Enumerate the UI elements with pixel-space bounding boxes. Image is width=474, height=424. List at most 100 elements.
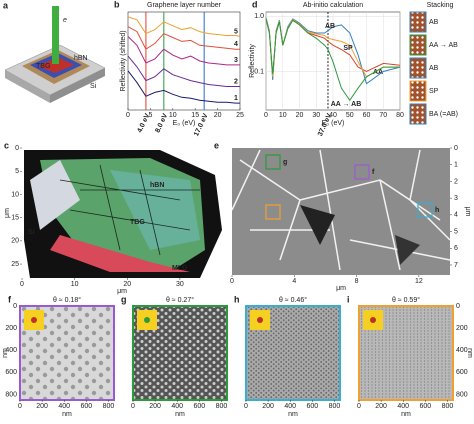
series-label: 1 xyxy=(234,95,238,102)
x-tick-label: 30 xyxy=(312,112,320,119)
y-tick-label: 5 xyxy=(454,228,458,235)
plot-frame xyxy=(127,11,241,111)
panel-letter: c xyxy=(4,140,9,150)
x-tick-label: 600 xyxy=(307,403,319,410)
y-tick-label: 7 xyxy=(454,262,458,269)
stacking-tile xyxy=(409,103,427,125)
panel-title: θ ≈ 0.18° xyxy=(53,296,81,304)
y-tick-label: 6 xyxy=(454,245,458,252)
annotation-label: 8.0 eV xyxy=(154,112,169,134)
x-tick-label: 0 xyxy=(20,281,24,288)
y-tick-label: 200 xyxy=(456,325,468,332)
x-tick-label: 0 xyxy=(244,403,248,410)
y-tick-label: 5 xyxy=(15,168,19,175)
chart-title: Ab-initio calculation xyxy=(303,2,363,9)
y-tick-label: 4 xyxy=(454,212,458,219)
y-tick-label: 15 xyxy=(11,214,19,221)
x-tick-label: 200 xyxy=(375,403,387,410)
stacking-label: AB xyxy=(429,19,439,26)
panel-letter: a xyxy=(3,0,9,10)
stacking-tile xyxy=(409,57,427,79)
y-unit: nm xyxy=(466,348,473,358)
x-tick-label: 20 xyxy=(214,112,222,119)
y-tick-label: 2 xyxy=(454,178,458,185)
x-tick-label: 10 xyxy=(71,281,79,288)
microscope-image-e xyxy=(231,148,451,275)
roi-box xyxy=(354,164,370,180)
panel-title: θ ≈ 0.46° xyxy=(279,296,307,304)
x-unit: nm xyxy=(401,411,411,418)
y-tick-label: 3 xyxy=(454,195,458,202)
x-tick-label: 50 xyxy=(346,112,354,119)
roi-label: h xyxy=(435,207,439,214)
y-tick-label: 0 xyxy=(454,145,458,152)
y-tick-label: 10 xyxy=(11,191,19,198)
x-tick-label: 0 xyxy=(126,112,130,119)
y-tick-label: 600 xyxy=(5,369,17,376)
y-tick-label: 0 xyxy=(456,303,460,310)
stacking-label: BA (=AB) xyxy=(429,111,458,118)
y-axis-label: Reflectivity (shifted) xyxy=(120,30,127,91)
x-tick-label: 400 xyxy=(397,403,409,410)
x-tick-label: 0 xyxy=(230,278,234,285)
series-label: 4 xyxy=(234,41,238,48)
x-tick-label: 25 xyxy=(236,112,244,119)
fft-spot xyxy=(31,317,37,323)
y-tick-label: 600 xyxy=(456,369,468,376)
x-tick-label: 400 xyxy=(171,403,183,410)
stacking-tile xyxy=(409,11,427,33)
series-label: AA xyxy=(373,69,383,76)
x-tick-label: 0 xyxy=(18,403,22,410)
fft-spot xyxy=(144,317,150,323)
mlg-label: MLG xyxy=(172,265,188,272)
x-unit: nm xyxy=(175,411,185,418)
x-tick-label: 800 xyxy=(442,403,454,410)
x-tick-label: 4 xyxy=(292,278,296,285)
y-unit: nm xyxy=(2,348,9,358)
y-tick-label: 800 xyxy=(456,391,468,398)
y-tick-label: 800 xyxy=(5,391,17,398)
roi-label: f xyxy=(372,169,375,176)
x-tick-label: 60 xyxy=(363,112,371,119)
annotation-label: 4.0 eV xyxy=(137,112,152,134)
x-tick-label: 8 xyxy=(355,278,359,285)
hbn-label: hBN xyxy=(150,182,164,189)
panel-title: θ ≈ 0.27° xyxy=(166,296,194,304)
series-label: SP xyxy=(343,45,353,52)
panel-letter: h xyxy=(234,294,240,304)
x-tick-label: 600 xyxy=(420,403,432,410)
series-line xyxy=(127,26,240,50)
y-tick-label: 400 xyxy=(456,347,468,354)
x-tick-label: 800 xyxy=(329,403,341,410)
series-line xyxy=(127,70,240,104)
moire-image xyxy=(245,305,341,401)
x-tick-label: 20 xyxy=(296,112,304,119)
x-unit: nm xyxy=(62,411,72,418)
microscope-image-c xyxy=(22,148,222,278)
x-tick-label: 12 xyxy=(415,278,423,285)
x-tick-label: 400 xyxy=(284,403,296,410)
si-label: Si xyxy=(90,83,97,90)
stacking-label: AB xyxy=(429,65,439,72)
x-unit: μm xyxy=(117,288,127,295)
x-tick-label: 200 xyxy=(36,403,48,410)
x-tick-label: 400 xyxy=(58,403,70,410)
roi-label: g xyxy=(283,159,287,166)
x-tick-label: 0 xyxy=(264,112,268,119)
panel-letter: d xyxy=(252,0,258,9)
x-tick-label: 0 xyxy=(131,403,135,410)
x-tick-label: 200 xyxy=(149,403,161,410)
y-tick-label: 20 xyxy=(11,238,19,245)
chart-title: Graphene layer number xyxy=(147,2,222,9)
series-line xyxy=(127,16,241,37)
stacking-label: AA → AB xyxy=(429,42,458,49)
y-tick-label: 1 xyxy=(454,162,458,169)
y-tick-label: 200 xyxy=(5,325,17,332)
x-unit: μm xyxy=(336,285,346,292)
tbg-label: TBG xyxy=(130,219,145,226)
schematic xyxy=(4,6,106,103)
y-tick-label: 25 xyxy=(11,261,19,268)
x-axis-label: E₀ (eV) xyxy=(322,120,345,127)
y-tick-label: 0 xyxy=(15,145,19,152)
series-line xyxy=(265,18,400,102)
